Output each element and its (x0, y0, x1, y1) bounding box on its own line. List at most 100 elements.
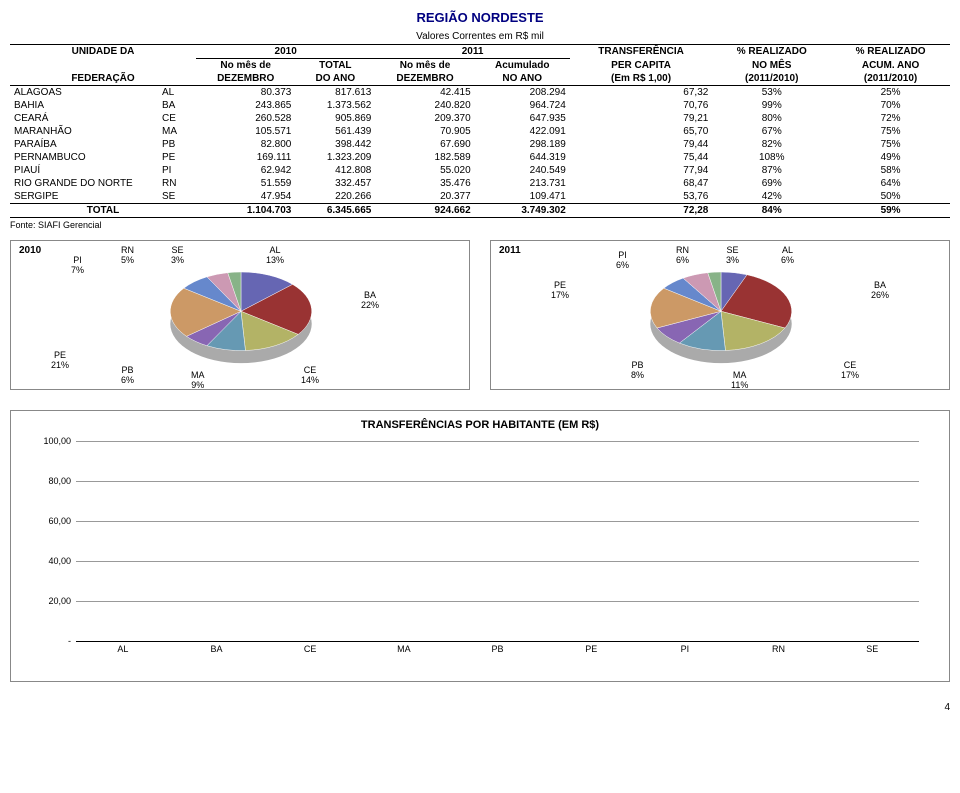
hdr-dez1: DEZEMBRO (196, 72, 295, 86)
pie-label: SE3% (726, 246, 739, 266)
x-tick-label: MA (357, 642, 451, 661)
row-c7: 75% (831, 125, 950, 138)
row-c6: 82% (712, 138, 831, 151)
row-c6: 42% (712, 190, 831, 204)
y-tick-label: 40,00 (31, 556, 71, 566)
pie-label: PI7% (71, 256, 84, 276)
pie-label: BA26% (871, 281, 889, 301)
bar-chart: 100,0080,0060,0040,0020,00-ALBACEMAPBPEP… (31, 441, 929, 661)
row-c2: 817.613 (295, 86, 375, 100)
row-c1: 51.559 (196, 177, 295, 190)
y-tick-label: 100,00 (31, 436, 71, 446)
row-c6: 80% (712, 112, 831, 125)
row-c4: 964.724 (475, 99, 570, 112)
row-c1: 260.528 (196, 112, 295, 125)
total-c4: 3.749.302 (475, 204, 570, 218)
hdr-federacao: FEDERAÇÃO (10, 72, 196, 86)
x-tick-label: PB (451, 642, 545, 661)
row-name: CEARÁ (10, 112, 158, 125)
row-c5: 68,47 (570, 177, 713, 190)
row-name: BAHIA (10, 99, 158, 112)
hdr-doano: DO ANO (295, 72, 375, 86)
row-c6: 53% (712, 86, 831, 100)
pie-chart-2011: 2011 AL6%BA26%CE17%MA11%PB8%PE17%PI6%RN6… (490, 240, 950, 390)
pie-label: AL6% (781, 246, 794, 266)
row-c2: 561.439 (295, 125, 375, 138)
x-tick-label: PI (638, 642, 732, 661)
hdr-acumano: ACUM. ANO (831, 59, 950, 73)
row-c3: 35.476 (375, 177, 474, 190)
fonte-label: Fonte: SIAFI Gerencial (10, 220, 950, 230)
pie-label: PB6% (121, 366, 134, 386)
row-code: RN (158, 177, 196, 190)
y-tick-label: 60,00 (31, 516, 71, 526)
row-c1: 62.942 (196, 164, 295, 177)
row-c5: 67,32 (570, 86, 713, 100)
row-c2: 1.323.209 (295, 151, 375, 164)
row-c7: 70% (831, 99, 950, 112)
row-c4: 240.549 (475, 164, 570, 177)
hdr-dez2: DEZEMBRO (375, 72, 474, 86)
x-tick-label: PE (544, 642, 638, 661)
row-c3: 70.905 (375, 125, 474, 138)
row-name: PERNAMBUCO (10, 151, 158, 164)
row-c7: 72% (831, 112, 950, 125)
row-code: PE (158, 151, 196, 164)
x-axis: ALBACEMAPBPEPIRNSE (76, 641, 919, 661)
row-c1: 82.800 (196, 138, 295, 151)
pie-label: PE21% (51, 351, 69, 371)
total-c2: 6.345.665 (295, 204, 375, 218)
total-c1: 1.104.703 (196, 204, 295, 218)
row-c6: 67% (712, 125, 831, 138)
row-c1: 169.111 (196, 151, 295, 164)
row-code: PI (158, 164, 196, 177)
pie-label: SE3% (171, 246, 184, 266)
row-code: MA (158, 125, 196, 138)
row-c4: 208.294 (475, 86, 570, 100)
row-c5: 79,44 (570, 138, 713, 151)
row-c4: 644.319 (475, 151, 570, 164)
row-c1: 243.865 (196, 99, 295, 112)
bar-chart-title: TRANSFERÊNCIAS POR HABITANTE (EM R$) (31, 419, 929, 431)
page-number: 4 (10, 702, 950, 713)
row-c1: 47.954 (196, 190, 295, 204)
x-tick-label: CE (263, 642, 357, 661)
hdr-realizmes: % REALIZADO (712, 45, 831, 59)
row-c4: 422.091 (475, 125, 570, 138)
pie2011-svg (641, 261, 801, 371)
row-c5: 79,21 (570, 112, 713, 125)
hdr-emrs: (Em R$ 1,00) (570, 72, 713, 86)
hdr-2010: 2010 (196, 45, 375, 59)
row-c4: 109.471 (475, 190, 570, 204)
row-c6: 69% (712, 177, 831, 190)
hdr-transf: TRANSFERÊNCIA (570, 45, 713, 59)
grid-line (76, 481, 919, 482)
grid-line (76, 521, 919, 522)
row-c2: 332.457 (295, 177, 375, 190)
row-c6: 108% (712, 151, 831, 164)
pie-label: PB8% (631, 361, 644, 381)
row-c5: 53,76 (570, 190, 713, 204)
grid-line (76, 441, 919, 442)
row-c2: 412.808 (295, 164, 375, 177)
pie-charts-row: 2010 AL13%BA22%CE14%MA9%PB6%PE21%PI7%RN5… (10, 240, 950, 390)
row-code: SE (158, 190, 196, 204)
row-c5: 70,76 (570, 99, 713, 112)
pie-label: RN6% (676, 246, 689, 266)
row-c4: 298.189 (475, 138, 570, 151)
row-c3: 240.820 (375, 99, 474, 112)
pie-label: PE17% (551, 281, 569, 301)
hdr-ratio1: (2011/2010) (712, 72, 831, 86)
pie-label: CE14% (301, 366, 319, 386)
hdr-nomes1: No mês de (196, 59, 295, 73)
y-tick-label: 80,00 (31, 476, 71, 486)
row-c3: 182.589 (375, 151, 474, 164)
page-subtitle: Valores Correntes em R$ mil (10, 31, 950, 42)
row-c3: 209.370 (375, 112, 474, 125)
total-c6: 84% (712, 204, 831, 218)
page-title: REGIÃO NORDESTE (10, 10, 950, 25)
row-c5: 75,44 (570, 151, 713, 164)
row-name: MARANHÃO (10, 125, 158, 138)
row-c1: 105.571 (196, 125, 295, 138)
grid-line (76, 561, 919, 562)
